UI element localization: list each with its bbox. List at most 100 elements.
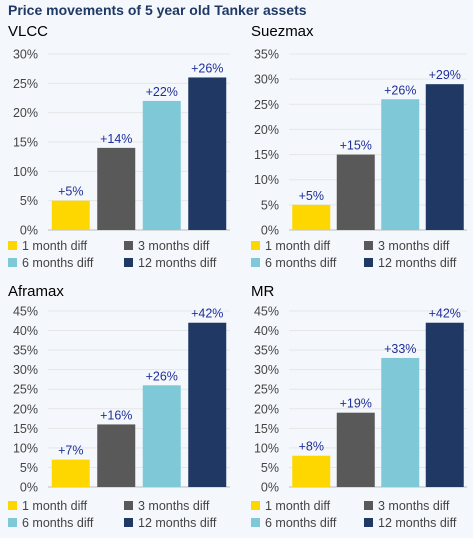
- y-tick-label: 25%: [254, 383, 279, 397]
- legend-label: 6 months diff: [22, 516, 94, 530]
- bar: [292, 204, 331, 230]
- legend-label: 3 months diff: [378, 499, 450, 513]
- chart-svg: Suezmax 0% 5% 10% 15% 20% 25% 30% 35% +5% +15% +26%…: [251, 23, 467, 270]
- legend-swatch: [124, 241, 133, 250]
- y-tick-label: 0%: [20, 481, 38, 495]
- bar: [97, 147, 136, 230]
- y-tick-label: 5%: [261, 198, 279, 212]
- chart-suezmax: Suezmax 0% 5% 10% 15% 20% 25% 30% 35% +5% +15% +26%…: [243, 22, 473, 280]
- data-label: +26%: [191, 61, 223, 75]
- y-tick-label: 25%: [13, 77, 38, 91]
- y-tick-label: 10%: [13, 441, 38, 455]
- legend-swatch: [364, 501, 373, 510]
- data-label: +26%: [146, 369, 178, 383]
- legend-swatch: [251, 501, 260, 510]
- y-tick-label: 0%: [261, 481, 279, 495]
- y-tick-label: 5%: [261, 461, 279, 475]
- chart-svg: VLCC 0% 5% 10% 15% 20% 25% 30% +5% +14% +22% +26% 1 …: [8, 23, 230, 270]
- legend-swatch: [8, 501, 17, 510]
- data-label: +22%: [146, 85, 178, 99]
- y-tick-label: 15%: [254, 148, 279, 162]
- legend-swatch: [8, 258, 17, 267]
- data-label: +15%: [340, 139, 372, 153]
- y-tick-label: 35%: [254, 48, 279, 62]
- legend-label: 1 month diff: [22, 239, 88, 253]
- legend-swatch: [251, 518, 260, 527]
- legend-swatch: [124, 518, 133, 527]
- legend-swatch: [364, 241, 373, 250]
- legend-label: 3 months diff: [138, 499, 210, 513]
- legend-swatch: [251, 241, 260, 250]
- y-tick-label: 40%: [254, 324, 279, 338]
- bar: [336, 412, 375, 487]
- y-tick-label: 20%: [254, 402, 279, 416]
- legend-swatch: [124, 501, 133, 510]
- y-tick-label: 30%: [254, 73, 279, 87]
- legend-label: 6 months diff: [265, 516, 337, 530]
- chart-mr: MR 0% 5% 10% 15% 20% 25% 30% 35% 40% 45% +8% +19% +33…: [243, 282, 473, 538]
- legend-label: 3 months diff: [138, 239, 210, 253]
- bar: [381, 357, 420, 487]
- bar: [142, 100, 181, 230]
- bar: [142, 385, 181, 487]
- y-tick-label: 45%: [13, 305, 38, 319]
- y-tick-label: 20%: [254, 123, 279, 137]
- legend-label: 1 month diff: [265, 499, 331, 513]
- y-tick-label: 30%: [13, 48, 38, 62]
- chart-title: VLCC: [8, 23, 48, 40]
- y-tick-label: 10%: [254, 173, 279, 187]
- chart-aframax: Aframax 0% 5% 10% 15% 20% 25% 30% 35% 40% 45% +7% +1…: [0, 282, 236, 538]
- legend-label: 12 months diff: [378, 516, 457, 530]
- y-tick-label: 25%: [13, 383, 38, 397]
- legend-swatch: [364, 258, 373, 267]
- data-label: +26%: [384, 83, 416, 97]
- legend-swatch: [8, 518, 17, 527]
- legend-swatch: [251, 258, 260, 267]
- chart-svg: Aframax 0% 5% 10% 15% 20% 25% 30% 35% 40% 45% +7% +1…: [8, 283, 230, 530]
- y-tick-label: 20%: [13, 106, 38, 120]
- legend-label: 1 month diff: [22, 499, 88, 513]
- legend-label: 12 months diff: [378, 256, 457, 270]
- page-title: Price movements of 5 year old Tanker ass…: [8, 2, 307, 18]
- data-label: +29%: [429, 68, 461, 82]
- bar: [425, 322, 464, 487]
- y-tick-label: 45%: [254, 305, 279, 319]
- data-label: +42%: [191, 307, 223, 321]
- data-label: +5%: [58, 185, 83, 199]
- y-tick-label: 20%: [13, 402, 38, 416]
- bar: [51, 459, 90, 487]
- y-tick-label: 0%: [20, 224, 38, 238]
- bar: [336, 154, 375, 230]
- legend-swatch: [124, 258, 133, 267]
- bar: [425, 84, 464, 230]
- bar: [381, 99, 420, 230]
- chart-vlcc: VLCC 0% 5% 10% 15% 20% 25% 30% +5% +14% +22% +26% 1 …: [0, 22, 236, 280]
- data-label: +14%: [100, 132, 132, 146]
- legend-label: 1 month diff: [265, 239, 331, 253]
- y-tick-label: 35%: [254, 344, 279, 358]
- chart-title: MR: [251, 283, 274, 300]
- bar: [292, 455, 331, 487]
- legend-swatch: [8, 241, 17, 250]
- y-tick-label: 15%: [254, 422, 279, 436]
- y-tick-label: 30%: [13, 363, 38, 377]
- legend-swatch: [364, 518, 373, 527]
- y-tick-label: 15%: [13, 136, 38, 150]
- data-label: +8%: [299, 440, 324, 454]
- legend-label: 3 months diff: [378, 239, 450, 253]
- legend-label: 6 months diff: [265, 256, 337, 270]
- data-label: +7%: [58, 444, 83, 458]
- data-label: +42%: [429, 307, 461, 321]
- y-tick-label: 25%: [254, 98, 279, 112]
- y-tick-label: 5%: [20, 461, 38, 475]
- y-tick-label: 35%: [13, 344, 38, 358]
- y-tick-label: 0%: [261, 224, 279, 238]
- y-tick-label: 15%: [13, 422, 38, 436]
- bar: [188, 77, 227, 230]
- y-tick-label: 5%: [20, 194, 38, 208]
- chart-title: Suezmax: [251, 23, 314, 40]
- chart-svg: MR 0% 5% 10% 15% 20% 25% 30% 35% 40% 45% +8% +19% +33…: [251, 283, 467, 530]
- data-label: +5%: [299, 189, 324, 203]
- legend-label: 12 months diff: [138, 256, 217, 270]
- bar: [51, 200, 90, 230]
